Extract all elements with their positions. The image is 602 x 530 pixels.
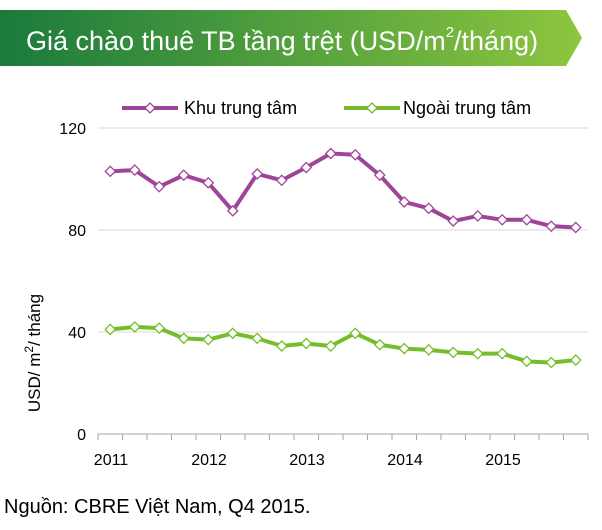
- data-point: [349, 327, 362, 340]
- data-point: [471, 347, 484, 360]
- data-point: [422, 202, 435, 215]
- data-point: [300, 337, 313, 350]
- data-point: [373, 169, 386, 182]
- line-chart: 0 40 80 120 2011 2012 2013 2014 2015 Khu trung t…: [22, 98, 589, 469]
- chart-title: Giá chào thuê TB tầng trệt (USD/m2/tháng…: [26, 16, 538, 56]
- legend-label: Khu trung tâm: [184, 98, 297, 118]
- data-point: [520, 355, 533, 368]
- data-point: [471, 210, 484, 222]
- data-point: [128, 164, 141, 176]
- data-point: [177, 332, 190, 345]
- series-line: [110, 151, 576, 230]
- data-point: [202, 176, 215, 189]
- data-point: [226, 204, 239, 217]
- data-point: [349, 148, 362, 161]
- data-point: [275, 340, 288, 352]
- x-tick-label: 2015: [485, 452, 521, 469]
- chart-title-superscript: 2: [445, 24, 455, 41]
- data-point: [128, 320, 141, 333]
- data-point: [104, 323, 117, 336]
- y-axis-title-superscript: 2: [22, 346, 36, 353]
- legend-swatch-marker: [366, 102, 378, 114]
- data-point: [545, 220, 558, 233]
- x-tick-label: 2014: [387, 452, 423, 469]
- data-point: [398, 196, 411, 208]
- source-note: Nguồn: CBRE Việt Nam, Q4 2015.: [4, 496, 311, 518]
- data-point: [447, 346, 460, 359]
- data-point: [520, 213, 533, 226]
- data-point: [104, 165, 117, 178]
- y-tick-label: 120: [59, 121, 86, 138]
- data-point: [275, 174, 288, 187]
- y-tick-label: 40: [68, 325, 86, 342]
- series-1: [104, 147, 582, 234]
- x-tick-label: 2012: [191, 452, 227, 469]
- data-point: [569, 354, 582, 366]
- legend-label: Ngoài trung tâm: [403, 98, 531, 118]
- data-point: [226, 327, 239, 340]
- series-2: [104, 320, 582, 369]
- data-point: [324, 147, 337, 160]
- data-point: [496, 213, 509, 226]
- x-tick-label: 2011: [94, 452, 129, 469]
- series-layer: [104, 147, 582, 369]
- data-point: [324, 340, 337, 352]
- data-point: [153, 322, 166, 335]
- axes: 0 40 80 120 2011 2012 2013 2014 2015: [59, 121, 589, 469]
- data-point: [398, 342, 411, 355]
- banner-arrow-shape: [0, 10, 582, 66]
- y-axis-title-suffix: / tháng: [25, 294, 44, 346]
- y-axis-title: USD/ m2/ tháng: [22, 294, 44, 412]
- data-point: [569, 221, 582, 234]
- y-tick-label: 0: [77, 427, 86, 444]
- data-point: [545, 356, 558, 369]
- gridlines: [98, 127, 588, 333]
- data-point: [251, 332, 264, 345]
- chart-title-suffix: /tháng): [454, 26, 539, 56]
- x-tick-label: 2013: [289, 452, 325, 469]
- data-point: [496, 347, 509, 360]
- data-point: [373, 338, 386, 351]
- data-point: [447, 215, 460, 227]
- chart-title-text: Giá chào thuê TB tầng trệt (USD/m: [26, 26, 446, 56]
- data-point: [202, 333, 215, 346]
- legend: Khu trung tâm Ngoài trung tâm: [122, 98, 531, 118]
- data-point: [251, 167, 264, 180]
- title-banner: [0, 10, 582, 66]
- data-point: [422, 343, 435, 356]
- y-axis-title-text: USD/ m: [25, 353, 44, 413]
- legend-swatch-marker: [144, 102, 156, 114]
- data-point: [177, 169, 190, 182]
- y-tick-label: 80: [68, 223, 86, 240]
- data-point: [153, 180, 166, 193]
- data-point: [300, 161, 313, 174]
